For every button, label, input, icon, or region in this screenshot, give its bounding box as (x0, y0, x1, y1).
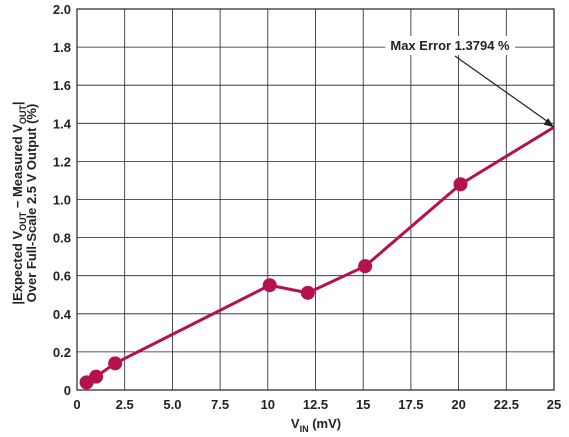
y-tick-label: 1.4 (53, 116, 72, 131)
svg-text:Over Full-Scale 2.5 V Output (: Over Full-Scale 2.5 V Output (%) (24, 104, 39, 303)
y-tick-label: 1.8 (53, 40, 71, 55)
data-point (262, 278, 277, 293)
x-tick-label: 17.5 (398, 397, 423, 412)
annotation-arrowhead (543, 118, 554, 128)
y-tick-label: 1.6 (53, 78, 71, 93)
series (79, 125, 555, 390)
x-axis-title: VIN (mV) (291, 416, 341, 434)
plot-frame (76, 8, 555, 391)
y-tick-labels: 0 0.2 0.4 0.6 0.8 1.0 1.2 1.4 1.6 1.8 2.0 (53, 2, 72, 398)
annotation-box (385, 36, 516, 55)
y-tick-label: 2.0 (53, 2, 71, 17)
series-line (85, 125, 555, 384)
x-tick-label: 12.5 (303, 397, 328, 412)
y-tick-label: 0.4 (53, 307, 72, 322)
y-axis-title: |Expected VOUT − Measured VOUT| Over Ful… (10, 101, 39, 304)
x-tick-label: 25 (547, 397, 561, 412)
data-point (300, 285, 315, 300)
data-point (89, 369, 104, 384)
x-tick-label: 10 (261, 397, 275, 412)
x-tick-label: 5.0 (163, 397, 181, 412)
x-tick-labels: 0 2.5 5.0 7.5 10 12.5 15 17.5 20 22.5 25 (73, 397, 561, 412)
svg-text:|Expected VOUT − Measured VOUT: |Expected VOUT − Measured VOUT| (10, 101, 28, 304)
annotation: Max Error 1.3794 % (385, 36, 554, 128)
y-tick-label: 0.8 (53, 231, 71, 246)
x-tick-label: 15 (356, 397, 370, 412)
x-tick-label: 0 (73, 397, 80, 412)
x-tick-label: 22.5 (494, 397, 519, 412)
data-point (358, 259, 373, 274)
data-point (453, 177, 468, 192)
annotation-text: Max Error 1.3794 % (390, 38, 510, 53)
y-tick-label: 1.0 (53, 193, 71, 208)
x-tick-label: 7.5 (211, 397, 229, 412)
y-tick-label: 0.6 (53, 269, 71, 284)
annotation-arrow (454, 55, 551, 124)
data-point (108, 356, 123, 371)
y-tick-label: 0 (64, 383, 71, 398)
x-tick-label: 20 (451, 397, 465, 412)
y-tick-label: 1.2 (53, 154, 71, 169)
x-tick-label: 2.5 (116, 397, 134, 412)
grid (76, 8, 555, 391)
y-tick-label: 0.2 (53, 345, 71, 360)
